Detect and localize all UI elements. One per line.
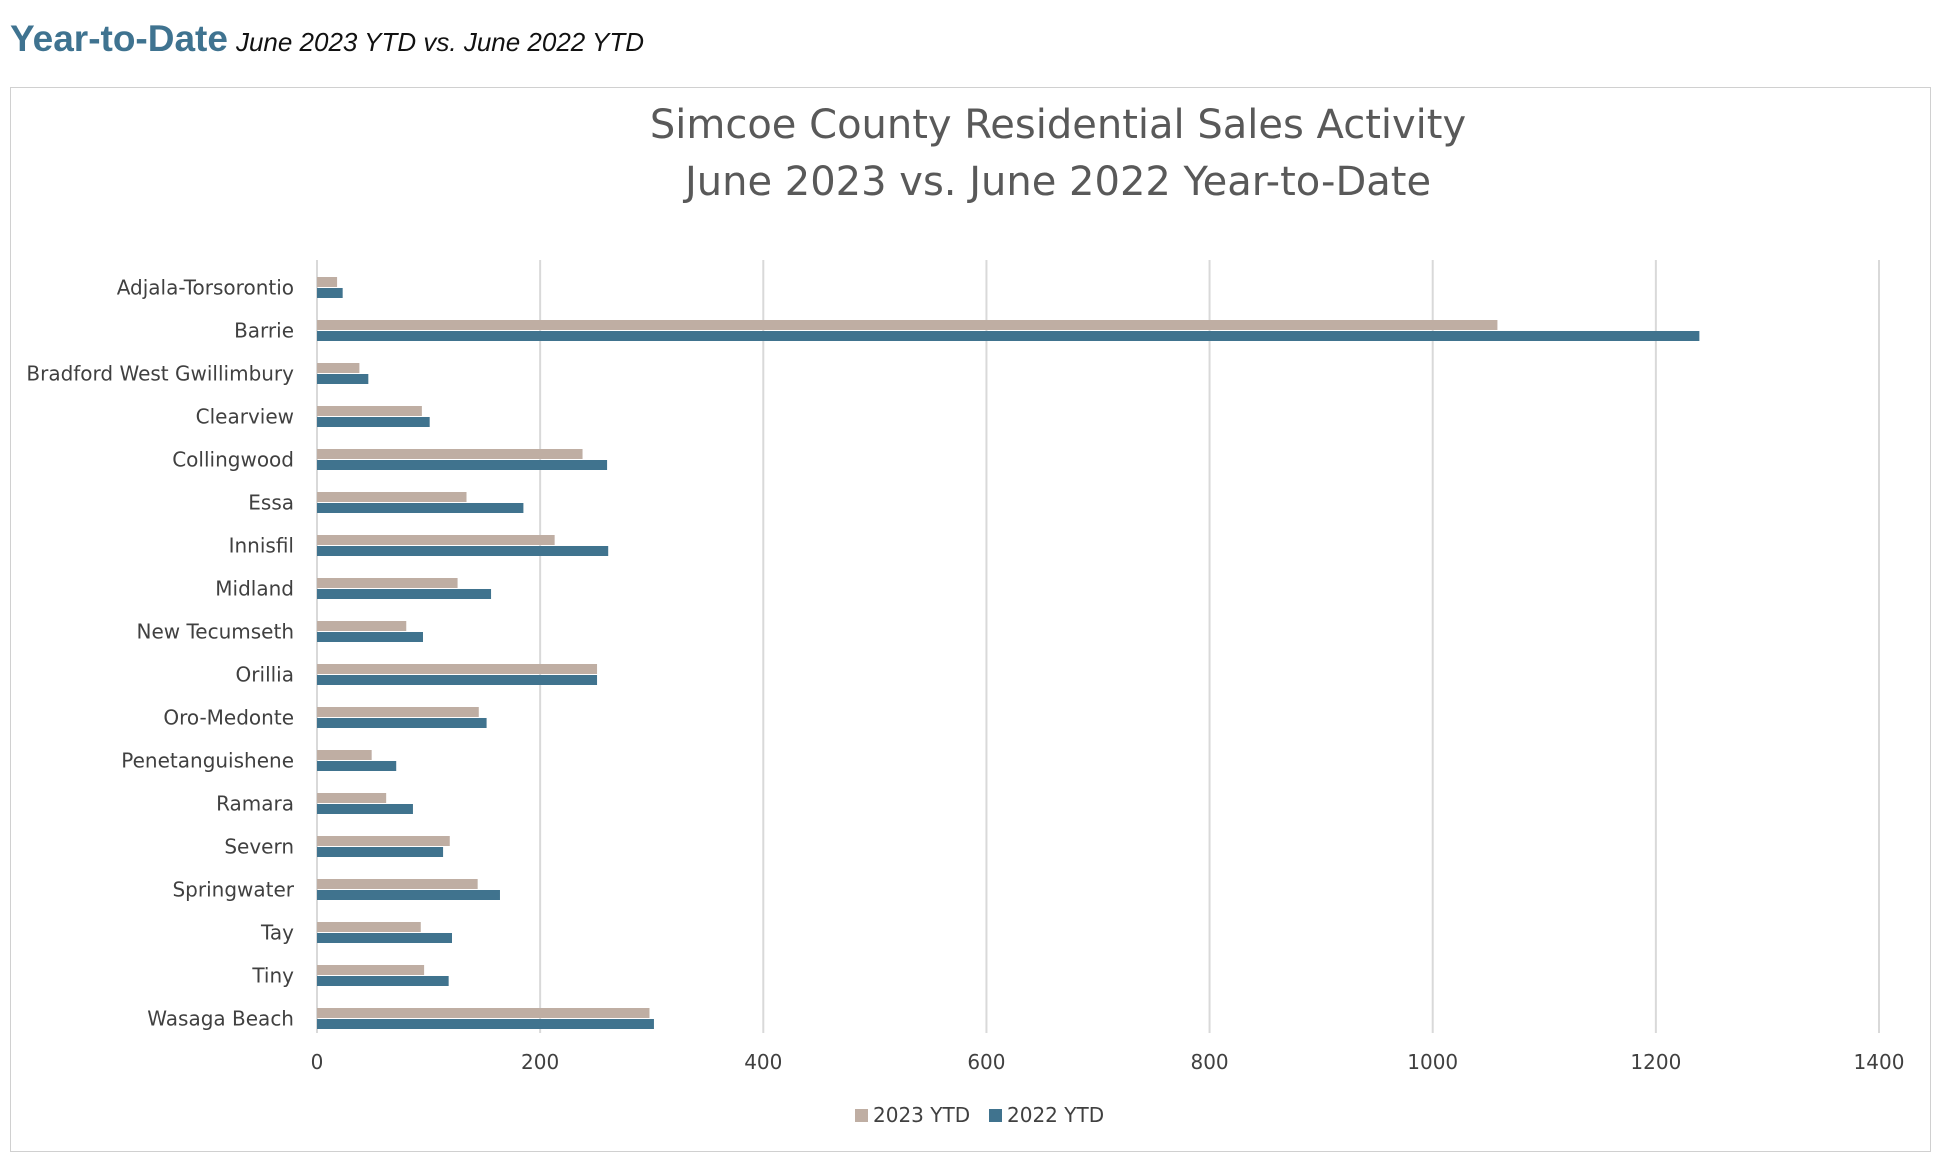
category-label: Penetanguishene (121, 749, 294, 773)
category-label: Tiny (251, 964, 294, 988)
bar-chart: Simcoe County Residential Sales Activity… (26, 102, 1905, 1127)
category-label: Adjala-Torsorontio (117, 276, 294, 300)
bar-2023-ytd (317, 449, 583, 459)
legend-swatch (855, 1109, 868, 1122)
bar-2023-ytd (317, 1008, 650, 1018)
legend-swatch (989, 1109, 1002, 1122)
category-label: Severn (224, 835, 294, 859)
bar-2022-ytd (317, 288, 343, 298)
bar-2022-ytd (317, 675, 598, 685)
bar-2022-ytd (317, 976, 449, 986)
chart-frame: Simcoe County Residential Sales Activity… (10, 87, 1931, 1152)
bar-2023-ytd (317, 535, 555, 545)
bar-2022-ytd (317, 761, 397, 771)
bar-2023-ytd (317, 664, 598, 674)
bar-2023-ytd (317, 406, 422, 416)
bar-2022-ytd (317, 933, 453, 943)
value-axis: 0 200 400 600 800 1000 1200 1400 (311, 1050, 1905, 1074)
bar-2023-ytd (317, 621, 407, 631)
bar-2023-ytd (317, 277, 338, 287)
category-label: Springwater (172, 878, 294, 902)
chart-title: Simcoe County Residential Sales Activity… (650, 102, 1466, 205)
bar-2022-ytd (317, 890, 500, 900)
bar-2022-ytd (317, 546, 609, 556)
page-header: Year-to-Date June 2023 YTD vs. June 2022 … (10, 18, 644, 60)
x-tick-label: 1200 (1630, 1050, 1681, 1074)
legend-label: 2022 YTD (1007, 1103, 1104, 1127)
bar-2023-ytd (317, 922, 421, 932)
bar-2022-ytd (317, 503, 524, 513)
bar-2022-ytd (317, 632, 423, 642)
x-tick-label: 0 (311, 1050, 324, 1074)
bars (317, 277, 1700, 1029)
category-label: New Tecumseth (137, 620, 295, 644)
category-label: Bradford West Gwillimbury (26, 362, 294, 386)
x-tick-label: 600 (967, 1050, 1005, 1074)
chart-title-line: June 2023 vs. June 2022 Year-to-Date (682, 159, 1431, 205)
bar-2023-ytd (317, 578, 458, 588)
bar-2023-ytd (317, 965, 425, 975)
bar-2022-ytd (317, 718, 487, 728)
bar-2023-ytd (317, 363, 360, 373)
legend: 2023 YTD 2022 YTD (855, 1103, 1104, 1127)
category-label: Ramara (216, 792, 294, 816)
bar-2022-ytd (317, 417, 430, 427)
category-label: Essa (248, 491, 294, 515)
bar-2022-ytd (317, 804, 413, 814)
bar-2023-ytd (317, 320, 1498, 330)
category-label: Collingwood (172, 448, 294, 472)
category-label: Orillia (236, 663, 294, 687)
category-label: Barrie (234, 319, 294, 343)
bar-2022-ytd (317, 331, 1700, 341)
category-label: Innisfil (229, 534, 294, 558)
x-tick-label: 1400 (1854, 1050, 1905, 1074)
bar-2023-ytd (317, 879, 478, 889)
bar-2022-ytd (317, 847, 444, 857)
category-label: Midland (215, 577, 294, 601)
page-title: Year-to-Date (10, 18, 228, 59)
legend-label: 2023 YTD (873, 1103, 970, 1127)
bar-2023-ytd (317, 750, 372, 760)
category-label: Tay (260, 921, 294, 945)
bar-2022-ytd (317, 374, 369, 384)
bar-2022-ytd (317, 1019, 654, 1029)
bar-2022-ytd (317, 589, 492, 599)
category-label: Oro-Medonte (163, 706, 294, 730)
category-axis: Adjala-Torsorontio Barrie Bradford West Gw… (26, 276, 294, 1031)
bar-2023-ytd (317, 707, 479, 717)
bar-2023-ytd (317, 492, 467, 502)
bar-2023-ytd (317, 836, 450, 846)
x-tick-label: 800 (1190, 1050, 1228, 1074)
page-subtitle: June 2023 YTD vs. June 2022 YTD (235, 27, 645, 57)
bar-2022-ytd (317, 460, 608, 470)
x-tick-label: 200 (521, 1050, 559, 1074)
x-tick-label: 400 (744, 1050, 782, 1074)
chart-title-line: Simcoe County Residential Sales Activity (650, 102, 1466, 148)
bar-2023-ytd (317, 793, 387, 803)
category-label: Clearview (196, 405, 294, 429)
category-label: Wasaga Beach (147, 1007, 294, 1031)
gridlines (316, 260, 1880, 1033)
x-tick-label: 1000 (1407, 1050, 1458, 1074)
